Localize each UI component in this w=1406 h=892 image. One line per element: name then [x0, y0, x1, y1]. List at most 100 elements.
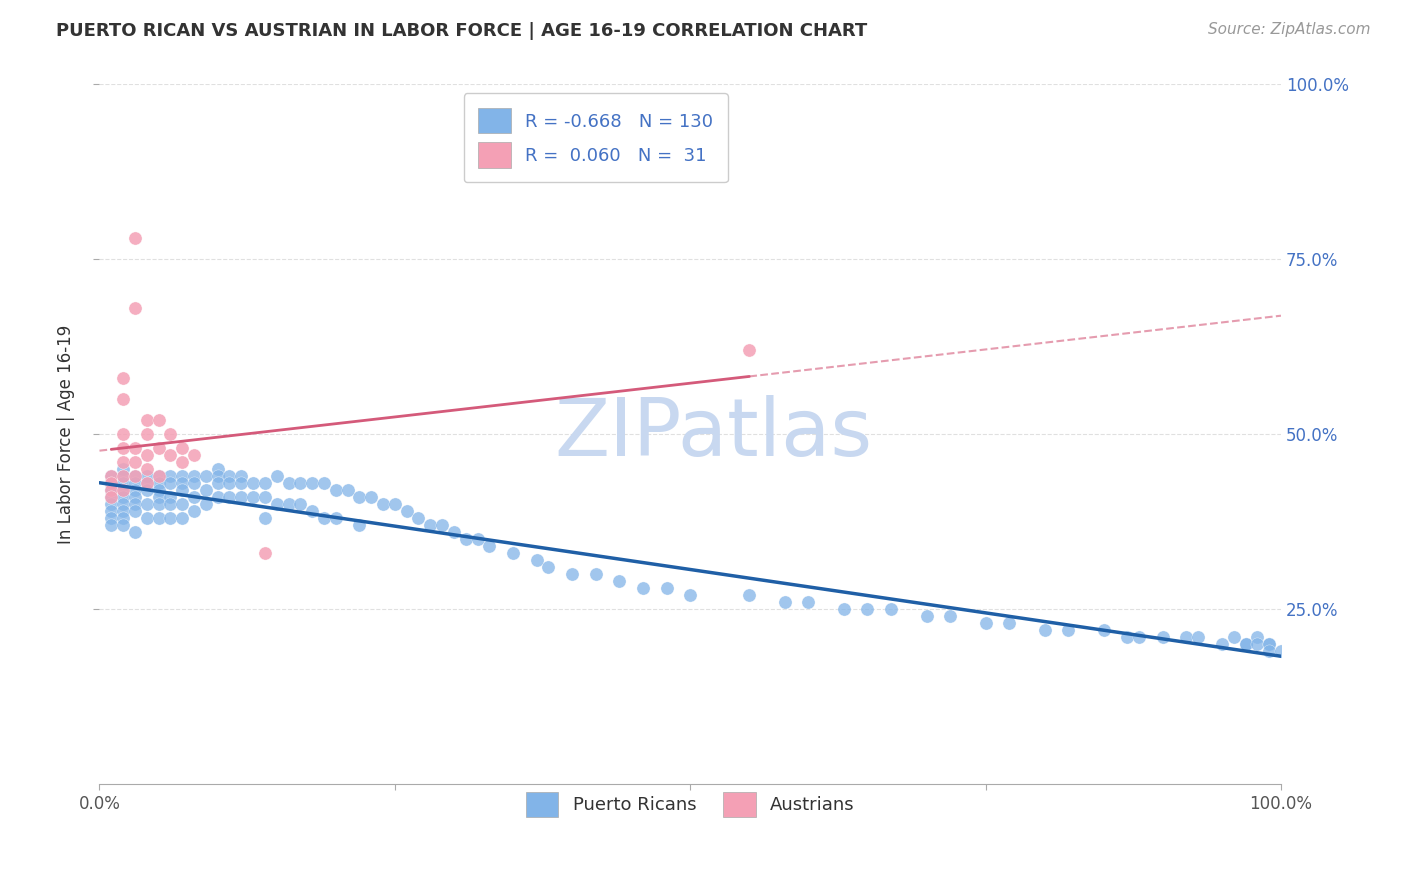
Point	[194, 483, 217, 498]
Point	[100, 504, 122, 518]
Point	[325, 511, 347, 525]
Point	[124, 231, 146, 245]
Point	[159, 469, 181, 483]
Point	[1211, 637, 1233, 651]
Point	[832, 602, 855, 616]
Point	[124, 469, 146, 483]
Point	[159, 491, 181, 505]
Point	[253, 491, 276, 505]
Point	[1033, 624, 1056, 638]
Point	[1246, 631, 1268, 645]
Point	[231, 476, 253, 491]
Point	[124, 442, 146, 456]
Point	[100, 476, 122, 491]
Point	[172, 511, 194, 525]
Point	[135, 511, 157, 525]
Point	[325, 483, 347, 498]
Point	[1258, 637, 1281, 651]
Point	[312, 476, 335, 491]
Point	[112, 483, 135, 498]
Point	[266, 498, 288, 512]
Point	[1222, 631, 1244, 645]
Point	[148, 491, 170, 505]
Point	[148, 476, 170, 491]
Point	[148, 469, 170, 483]
Point	[159, 476, 181, 491]
Point	[112, 491, 135, 505]
Point	[112, 476, 135, 491]
Point	[301, 476, 323, 491]
Point	[1152, 631, 1174, 645]
Point	[430, 518, 453, 533]
Point	[277, 498, 299, 512]
Point	[290, 476, 312, 491]
Point	[172, 469, 194, 483]
Point	[1234, 637, 1257, 651]
Point	[124, 301, 146, 316]
Point	[148, 469, 170, 483]
Point	[112, 469, 135, 483]
Point	[135, 498, 157, 512]
Legend: Puerto Ricans, Austrians: Puerto Ricans, Austrians	[519, 784, 862, 824]
Point	[290, 498, 312, 512]
Point	[467, 533, 489, 547]
Point	[738, 589, 761, 603]
Point	[1234, 637, 1257, 651]
Point	[172, 476, 194, 491]
Point	[207, 476, 229, 491]
Point	[172, 498, 194, 512]
Point	[100, 469, 122, 483]
Point	[112, 427, 135, 442]
Point	[301, 504, 323, 518]
Point	[454, 533, 477, 547]
Point	[537, 560, 560, 574]
Point	[100, 518, 122, 533]
Point	[207, 469, 229, 483]
Point	[738, 343, 761, 358]
Point	[336, 483, 359, 498]
Point	[194, 469, 217, 483]
Point	[172, 455, 194, 469]
Point	[135, 413, 157, 427]
Point	[856, 602, 879, 616]
Point	[915, 609, 938, 624]
Point	[159, 449, 181, 463]
Point	[443, 525, 465, 540]
Point	[159, 427, 181, 442]
Point	[124, 455, 146, 469]
Point	[1175, 631, 1198, 645]
Point	[1128, 631, 1150, 645]
Point	[478, 540, 501, 554]
Point	[939, 609, 962, 624]
Point	[607, 574, 630, 589]
Point	[100, 491, 122, 505]
Point	[135, 469, 157, 483]
Point	[1270, 644, 1292, 658]
Point	[100, 491, 122, 505]
Point	[112, 498, 135, 512]
Point	[679, 589, 702, 603]
Point	[183, 476, 205, 491]
Point	[395, 504, 418, 518]
Point	[502, 546, 524, 560]
Point	[148, 498, 170, 512]
Point	[194, 498, 217, 512]
Point	[112, 511, 135, 525]
Point	[384, 498, 406, 512]
Point	[218, 469, 240, 483]
Point	[159, 498, 181, 512]
Point	[207, 491, 229, 505]
Point	[148, 483, 170, 498]
Point	[253, 476, 276, 491]
Point	[135, 427, 157, 442]
Point	[585, 567, 607, 582]
Text: Source: ZipAtlas.com: Source: ZipAtlas.com	[1208, 22, 1371, 37]
Point	[218, 476, 240, 491]
Point	[631, 582, 654, 596]
Point	[1258, 644, 1281, 658]
Point	[124, 525, 146, 540]
Point	[100, 476, 122, 491]
Point	[349, 518, 371, 533]
Point	[526, 553, 548, 567]
Point	[360, 491, 382, 505]
